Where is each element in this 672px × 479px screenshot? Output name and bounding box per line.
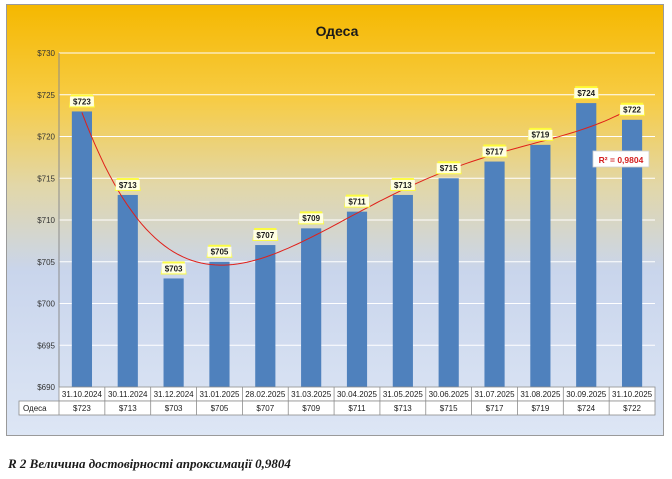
data-label: $722 — [623, 106, 641, 115]
data-label: $705 — [211, 248, 229, 257]
data-label: $715 — [440, 164, 458, 173]
data-label: $719 — [531, 131, 549, 140]
bar-layer — [71, 103, 643, 388]
data-label: $713 — [394, 181, 412, 190]
y-tick-label: $695 — [37, 341, 55, 350]
table-series-name: Одеса — [23, 404, 47, 413]
y-tick-label: $690 — [37, 383, 55, 392]
x-tick-label: 31.05.2025 — [383, 390, 424, 399]
table-value: $709 — [302, 404, 320, 413]
y-tick-label: $730 — [37, 49, 55, 58]
label-layer: $723 $713 $703 $705 $707 $709 $711 $713 $715 $717… — [68, 86, 646, 275]
x-tick-label: 31.10.2025 — [612, 390, 653, 399]
bar — [392, 194, 413, 387]
bar — [438, 178, 459, 387]
r-squared-label: R² = 0,9804 — [592, 150, 650, 168]
bar — [530, 144, 551, 387]
data-label: $703 — [165, 264, 183, 273]
bar — [71, 111, 93, 387]
table-value: $713 — [394, 404, 412, 413]
data-label-box — [69, 96, 94, 107]
bar — [209, 261, 230, 387]
table-value: $703 — [165, 404, 183, 413]
x-tick-label: 31.07.2025 — [475, 390, 516, 399]
y-tick-label: $705 — [37, 258, 55, 267]
table-value-row — [18, 400, 656, 416]
data-label-box — [207, 246, 232, 257]
bar — [163, 278, 184, 387]
trendline — [81, 107, 633, 266]
data-label: $709 — [302, 214, 320, 223]
y-tick-label: $715 — [37, 174, 55, 183]
y-tick-label: $725 — [37, 91, 55, 100]
x-tick-label: 31.01.2025 — [199, 390, 240, 399]
trend-layer — [81, 107, 633, 266]
bar — [621, 119, 643, 388]
y-tick-label: $720 — [37, 133, 55, 142]
bar — [301, 228, 322, 387]
data-label: $711 — [348, 197, 366, 206]
table-value: $724 — [577, 404, 595, 413]
x-tick-label: 31.03.2025 — [291, 390, 332, 399]
x-tick-label: 31.12.2024 — [154, 390, 195, 399]
x-tick-label: 30.04.2025 — [337, 390, 378, 399]
data-label: $713 — [119, 181, 137, 190]
data-label: $717 — [486, 147, 504, 156]
data-label-box — [115, 179, 140, 190]
data-label-box — [574, 88, 599, 99]
table-value: $713 — [119, 404, 137, 413]
bar — [346, 211, 368, 387]
data-label-box — [528, 129, 553, 140]
chart-frame: Одеса $690 $695 $700 $705 $710 $715 $720 $725 $7… — [6, 4, 664, 436]
x-tick-label: 30.11.2024 — [108, 390, 148, 399]
table-value: $717 — [486, 404, 504, 413]
data-table: Одеса 31.10.2024 $723 30.11.2024 $713 31.12.2… — [18, 386, 656, 416]
table-value: $715 — [440, 404, 458, 413]
x-tick-label: 30.09.2025 — [566, 390, 607, 399]
table-value: $723 — [73, 404, 91, 413]
data-label: $724 — [577, 89, 595, 98]
chart-title: Одеса — [316, 23, 359, 39]
table-value: $707 — [256, 404, 274, 413]
bar — [255, 245, 276, 387]
x-tick-label: 31.08.2025 — [520, 390, 561, 399]
chart-svg: Одеса $690 $695 $700 $705 $710 $715 $720 $725 $7… — [7, 5, 663, 435]
data-label-box — [436, 163, 461, 174]
y-tick-label: $700 — [37, 300, 55, 309]
table-value: $711 — [348, 404, 366, 413]
data-label-box — [482, 146, 507, 157]
r-squared-text: R² = 0,9804 — [599, 155, 644, 165]
bar — [576, 103, 597, 387]
table-value: $719 — [531, 404, 549, 413]
data-label-box — [345, 196, 369, 207]
x-tick-label: 30.06.2025 — [429, 390, 470, 399]
y-tick-label: $710 — [37, 216, 55, 225]
data-label: $707 — [256, 231, 274, 240]
bar — [117, 194, 138, 387]
data-label-box — [299, 213, 324, 224]
data-label: $723 — [73, 97, 91, 106]
table-value: $722 — [623, 404, 641, 413]
data-label-box — [253, 230, 278, 241]
table-value: $705 — [211, 404, 229, 413]
data-label-box — [390, 179, 415, 190]
x-tick-label: 31.10.2024 — [62, 390, 103, 399]
data-label-box — [620, 104, 645, 115]
figure-caption: R 2 Величина достовірності апроксимації … — [8, 456, 291, 471]
data-label-box — [161, 263, 186, 274]
x-tick-label: 28.02.2025 — [245, 390, 286, 399]
grid-layer: $690 $695 $700 $705 $710 $715 $720 $725 $730 — [37, 49, 655, 392]
bar — [484, 161, 505, 387]
